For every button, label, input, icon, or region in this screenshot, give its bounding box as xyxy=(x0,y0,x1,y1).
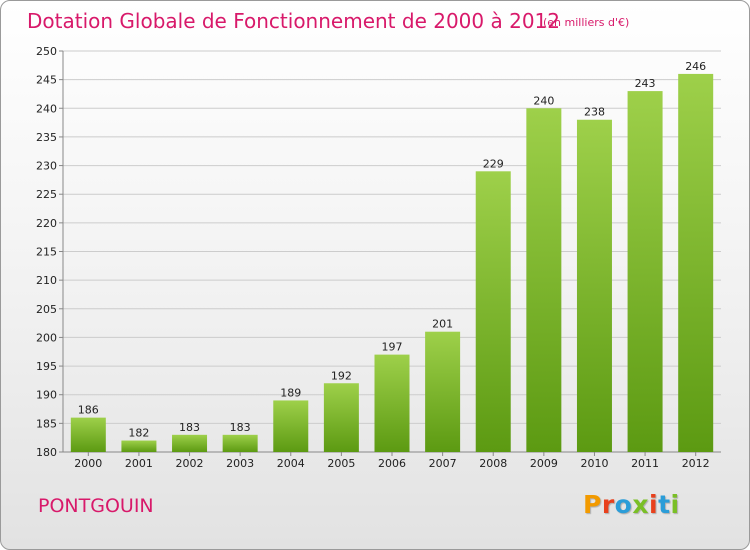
data-label: 183 xyxy=(230,421,251,434)
x-tick-label: 2010 xyxy=(580,457,608,470)
y-tick-label: 225 xyxy=(36,188,57,201)
data-label: 238 xyxy=(584,106,605,119)
chart-title: Dotation Globale de Fonctionnement de 20… xyxy=(27,9,560,33)
x-tick-label: 2011 xyxy=(631,457,659,470)
y-tick-label: 190 xyxy=(36,389,57,402)
data-label: 183 xyxy=(179,421,200,434)
bar xyxy=(172,434,208,452)
data-label: 243 xyxy=(635,77,656,90)
x-tick-label: 2012 xyxy=(682,457,710,470)
y-tick-label: 235 xyxy=(36,131,57,144)
data-label: 186 xyxy=(78,404,99,417)
bar xyxy=(121,440,157,452)
logo-letter: P xyxy=(583,490,602,519)
logo-letter: t xyxy=(658,490,671,519)
data-label: 189 xyxy=(280,386,301,399)
logo-letter: o xyxy=(614,490,633,519)
bar xyxy=(323,383,359,452)
bar xyxy=(273,400,309,452)
bar xyxy=(627,91,663,452)
logo-letter: i xyxy=(649,490,659,519)
bar xyxy=(526,108,562,453)
bar xyxy=(70,417,106,452)
data-label: 246 xyxy=(685,60,706,73)
y-tick-label: 220 xyxy=(36,217,57,230)
data-label: 192 xyxy=(331,369,352,382)
data-label: 182 xyxy=(128,427,149,440)
bar xyxy=(222,434,258,452)
y-tick-label: 200 xyxy=(36,331,57,344)
x-tick-label: 2002 xyxy=(176,457,204,470)
x-tick-label: 2007 xyxy=(429,457,457,470)
x-tick-label: 2005 xyxy=(327,457,355,470)
y-tick-label: 230 xyxy=(36,160,57,173)
x-tick-label: 2008 xyxy=(479,457,507,470)
y-tick-label: 245 xyxy=(36,74,57,87)
commune-name: PONTGOUIN xyxy=(38,495,154,517)
logo-letter: r xyxy=(601,490,615,519)
x-tick-label: 2004 xyxy=(277,457,305,470)
y-tick-label: 250 xyxy=(36,45,57,58)
y-tick-label: 215 xyxy=(36,246,57,259)
logo-letter: i xyxy=(670,490,680,519)
y-tick-label: 180 xyxy=(36,446,57,459)
y-tick-label: 205 xyxy=(36,303,57,316)
chart-unit: (en milliers d'€) xyxy=(543,16,630,29)
x-tick-label: 2003 xyxy=(226,457,254,470)
data-label: 229 xyxy=(483,157,504,170)
y-tick-label: 195 xyxy=(36,360,57,373)
data-label: 197 xyxy=(382,341,403,354)
y-tick-label: 185 xyxy=(36,417,57,430)
labels: 180 185 190 195 200 205 210 215 220 225 230 235 240 2… xyxy=(36,45,710,470)
proxiti-logo[interactable]: Proxiti xyxy=(583,490,680,519)
y-tick-label: 240 xyxy=(36,102,57,115)
data-label: 240 xyxy=(533,94,554,107)
x-tick-label: 2006 xyxy=(378,457,406,470)
data-label: 201 xyxy=(432,318,453,331)
x-tick-label: 2000 xyxy=(74,457,102,470)
bar xyxy=(374,354,410,452)
bar xyxy=(425,331,461,452)
x-tick-label: 2001 xyxy=(125,457,153,470)
bar xyxy=(576,119,612,452)
y-tick-label: 210 xyxy=(36,274,57,287)
bar xyxy=(678,73,714,453)
bars xyxy=(70,73,714,453)
logo-letter: x xyxy=(632,490,649,519)
x-tick-label: 2009 xyxy=(530,457,558,470)
bar xyxy=(475,171,511,453)
